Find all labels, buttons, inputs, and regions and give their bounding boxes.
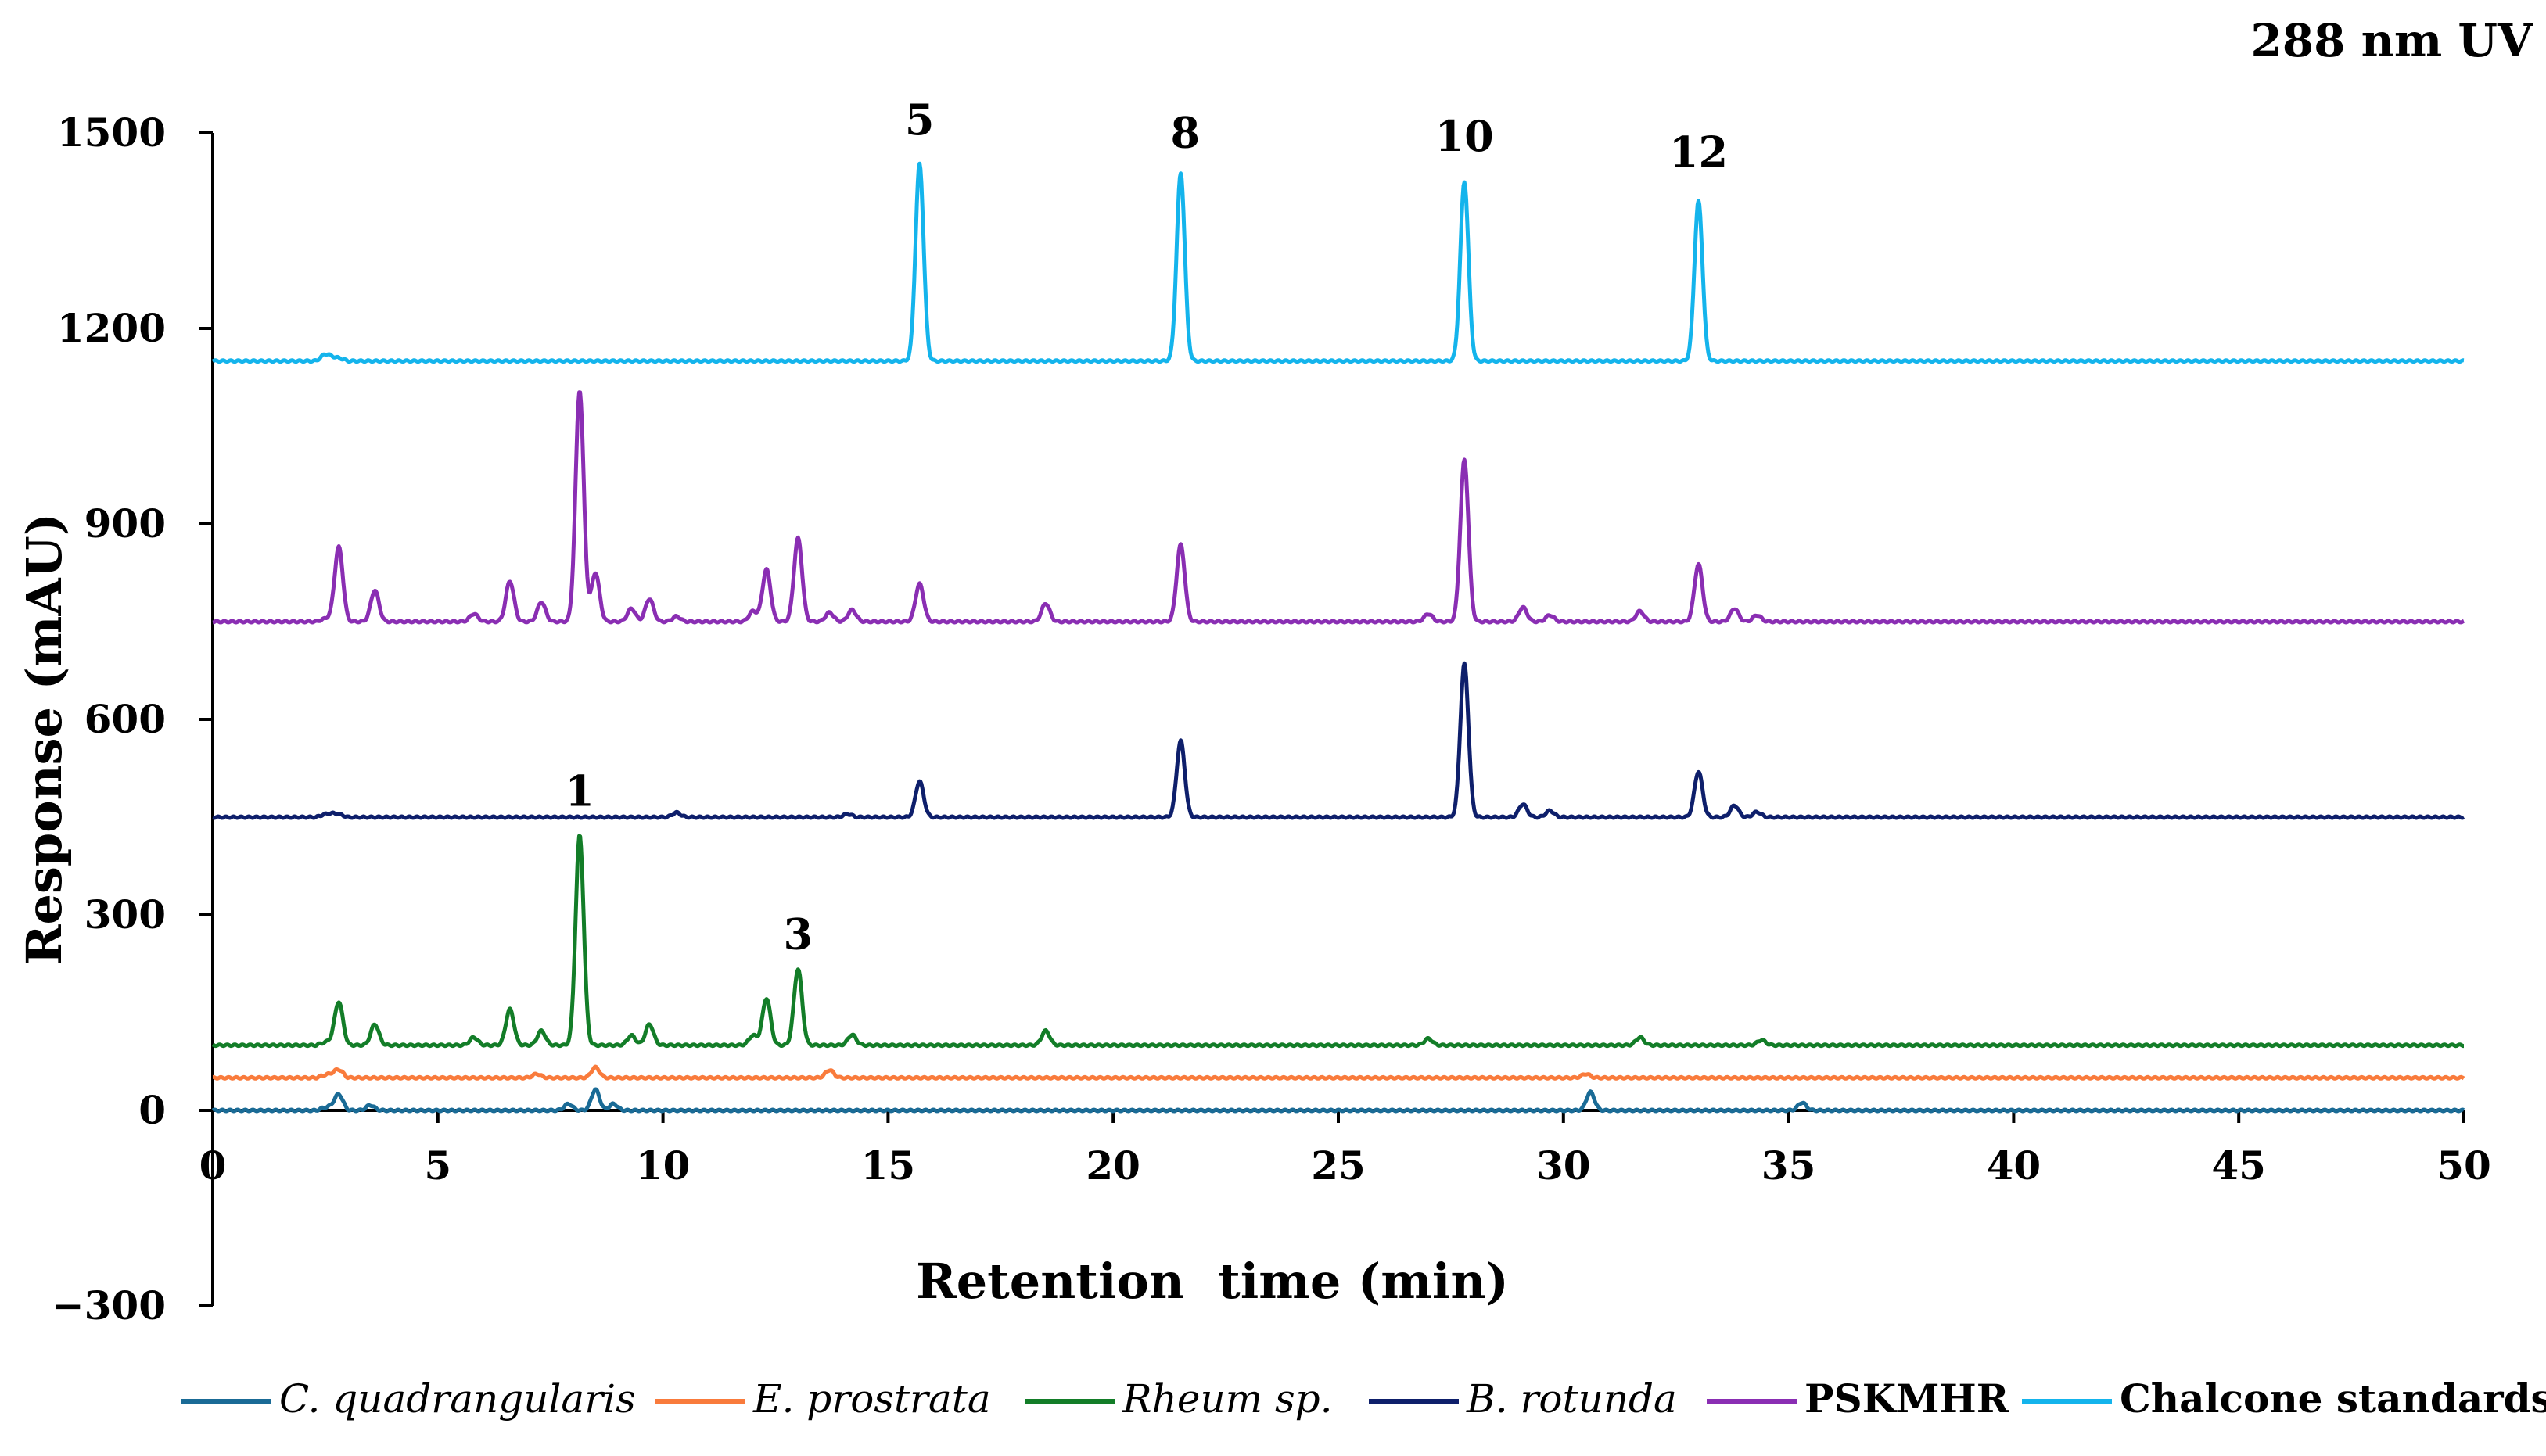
legend-label: E. prostrata bbox=[752, 1376, 991, 1422]
legend-label: B. rotunda bbox=[1466, 1376, 1677, 1422]
y-axis-title: Response (mAU) bbox=[16, 513, 73, 965]
series-line-pskmhr bbox=[211, 390, 2465, 625]
legend: C. quadrangularis E. prostrata Rheum sp. B.… bbox=[181, 1375, 2546, 1422]
y-ticks: 1500 1200 900 600 300 0 −300 bbox=[52, 109, 213, 1329]
x-tick-label: 25 bbox=[1311, 1142, 1366, 1189]
x-tick-label: 40 bbox=[1987, 1142, 2041, 1189]
legend-label: PSKMHR bbox=[1804, 1375, 2009, 1422]
y-tick-label: 900 bbox=[84, 500, 166, 547]
x-tick-label: 20 bbox=[1086, 1142, 1140, 1189]
series-line-b-rotunda bbox=[211, 661, 2465, 820]
series-line-e-prostrata bbox=[211, 1064, 2465, 1081]
series-group bbox=[211, 161, 2465, 1114]
y-tick-label: 1200 bbox=[57, 305, 166, 351]
x-tick-label: 45 bbox=[2211, 1142, 2266, 1189]
series-line-c-quadrangularis bbox=[211, 1087, 2465, 1114]
x-axis-title: Retention time (min) bbox=[916, 1253, 1509, 1310]
x-tick-label: 50 bbox=[2436, 1142, 2491, 1189]
x-tick-label: 10 bbox=[636, 1142, 691, 1189]
legend-label: Rheum sp. bbox=[1122, 1376, 1333, 1422]
peak-annotations: 5 8 10 12 1 3 bbox=[565, 95, 1728, 959]
peak-label-1: 1 bbox=[565, 766, 594, 816]
x-tick-label: 30 bbox=[1536, 1142, 1591, 1189]
chart-title: 288 nm UV bbox=[2250, 14, 2533, 67]
y-tick-label: −300 bbox=[52, 1282, 166, 1329]
x-ticks: 0 5 10 15 20 25 30 35 40 45 50 bbox=[199, 1110, 2491, 1189]
legend-label: Chalcone standards bbox=[2120, 1375, 2546, 1422]
x-tick-label: 15 bbox=[861, 1142, 916, 1189]
y-tick-label: 0 bbox=[138, 1087, 166, 1133]
axes bbox=[211, 133, 2464, 1306]
peak-label-8: 8 bbox=[1171, 108, 1201, 158]
peak-label-10: 10 bbox=[1435, 111, 1494, 161]
y-tick-label: 600 bbox=[84, 696, 166, 742]
peak-label-12: 12 bbox=[1669, 127, 1728, 178]
legend-label: C. quadrangularis bbox=[279, 1376, 636, 1422]
series-line-chalcone-standards bbox=[211, 161, 2465, 364]
series-line-rheum-sp bbox=[211, 834, 2465, 1049]
x-tick-label: 0 bbox=[199, 1142, 227, 1189]
peak-label-5: 5 bbox=[905, 95, 935, 145]
y-tick-label: 300 bbox=[84, 891, 166, 938]
peak-label-3: 3 bbox=[783, 909, 813, 959]
y-tick-label: 1500 bbox=[57, 109, 166, 156]
x-tick-label: 5 bbox=[424, 1142, 451, 1189]
x-tick-label: 35 bbox=[1761, 1142, 1816, 1189]
